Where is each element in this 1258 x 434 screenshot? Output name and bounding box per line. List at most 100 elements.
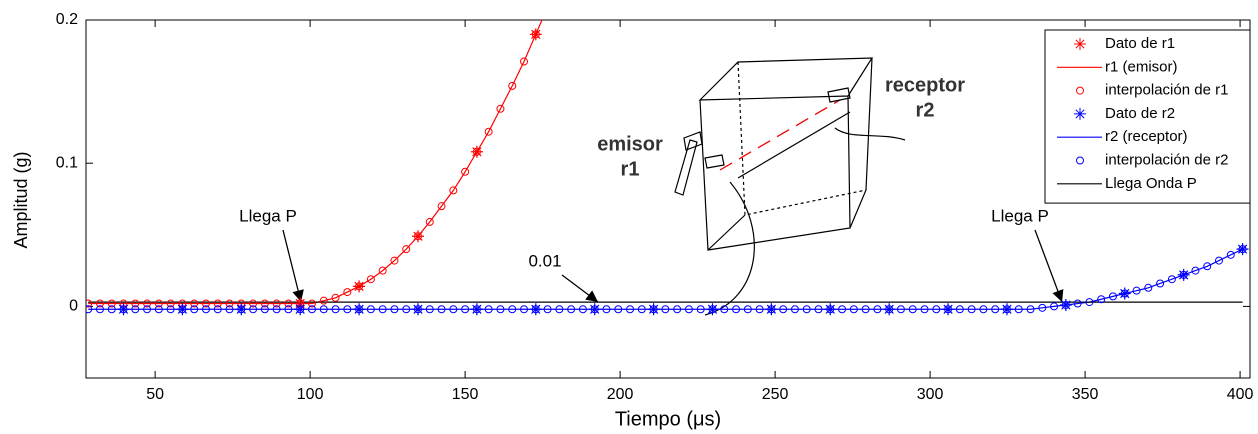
circle-marker bbox=[249, 299, 258, 308]
circle-marker bbox=[437, 305, 446, 314]
circle-marker bbox=[720, 305, 729, 314]
circle-marker bbox=[319, 305, 328, 314]
plot-area bbox=[86, 20, 1249, 316]
asterisk-marker bbox=[411, 230, 424, 243]
circle-marker bbox=[1026, 305, 1035, 314]
circle-marker bbox=[366, 275, 375, 284]
circle-marker bbox=[1167, 275, 1176, 284]
circle-marker bbox=[249, 305, 258, 314]
asterisk-marker bbox=[176, 303, 189, 316]
circle-marker bbox=[1191, 266, 1200, 275]
circle-marker bbox=[991, 305, 1000, 314]
circle-marker bbox=[908, 305, 917, 314]
circle-marker bbox=[461, 305, 470, 314]
circle-marker bbox=[378, 305, 387, 314]
x-axis-label: Tiempo (μs) bbox=[615, 408, 721, 430]
circle-marker bbox=[260, 305, 269, 314]
asterisk-marker bbox=[411, 303, 424, 316]
circle-marker bbox=[484, 127, 493, 136]
asterisk-marker bbox=[353, 303, 366, 316]
legend-label: r2 (receptor) bbox=[1105, 128, 1188, 145]
x-tick-label: 100 bbox=[297, 386, 324, 403]
circle-marker bbox=[896, 305, 905, 314]
y-axis-label: Amplitud (g) bbox=[11, 151, 31, 248]
legend: Dato de r1 r1 (emisor) interpolación de r1… bbox=[1044, 29, 1251, 204]
asterisk-marker bbox=[883, 303, 896, 316]
circle-marker bbox=[425, 217, 434, 226]
x-tick-label: 150 bbox=[452, 386, 479, 403]
legend-label: Dato de r1 bbox=[1105, 35, 1175, 52]
asterisk-marker bbox=[470, 303, 483, 316]
circle-marker bbox=[496, 104, 505, 113]
annotation-arrow bbox=[561, 274, 599, 303]
circle-marker bbox=[225, 305, 234, 314]
circle-marker bbox=[955, 305, 964, 314]
circle-marker bbox=[343, 288, 352, 297]
circle-marker bbox=[1038, 303, 1047, 312]
circle-marker bbox=[190, 305, 199, 314]
circle-marker bbox=[378, 266, 387, 275]
asterisk-marker bbox=[353, 280, 366, 293]
circle-marker bbox=[213, 305, 222, 314]
asterisk-marker bbox=[1118, 287, 1131, 300]
circle-marker bbox=[86, 305, 93, 314]
circle-marker bbox=[225, 299, 234, 308]
circle-marker bbox=[201, 299, 210, 308]
circle-marker bbox=[838, 305, 847, 314]
circle-marker bbox=[967, 305, 976, 314]
circle-marker bbox=[402, 305, 411, 314]
legend-box bbox=[1044, 29, 1251, 204]
y-tick-label: 0.2 bbox=[56, 11, 78, 28]
circle-marker bbox=[1108, 292, 1117, 301]
asterisk-marker bbox=[1059, 298, 1072, 311]
circle-marker bbox=[1132, 286, 1141, 295]
circle-marker bbox=[555, 305, 564, 314]
circle-marker bbox=[484, 305, 493, 314]
circle-marker bbox=[1097, 295, 1106, 304]
circle-marker bbox=[166, 305, 175, 314]
circle-marker bbox=[508, 81, 517, 90]
circle-marker bbox=[873, 305, 882, 314]
asterisk-marker bbox=[588, 303, 601, 316]
asterisk-marker bbox=[529, 28, 542, 41]
asterisk-marker bbox=[824, 303, 837, 316]
asterisk-marker bbox=[1236, 243, 1249, 256]
legend-circle bbox=[1076, 86, 1084, 95]
asterisk-marker bbox=[647, 303, 660, 316]
circle-marker bbox=[684, 305, 693, 314]
circle-marker bbox=[508, 305, 517, 314]
circle-marker bbox=[567, 305, 576, 314]
x-tick-label: 400 bbox=[1227, 386, 1254, 403]
circle-marker bbox=[578, 305, 587, 314]
asterisk-marker bbox=[529, 303, 542, 316]
circle-marker bbox=[166, 299, 175, 308]
annotation-arrow bbox=[1034, 229, 1064, 303]
circle-marker bbox=[402, 245, 411, 254]
series-line bbox=[88, 20, 543, 305]
circle-marker bbox=[1203, 262, 1212, 271]
asterisk-marker bbox=[235, 303, 248, 316]
circle-marker bbox=[1085, 298, 1094, 307]
circle-marker bbox=[496, 305, 505, 314]
circle-marker bbox=[849, 305, 858, 314]
circle-marker bbox=[143, 299, 152, 308]
circle-marker bbox=[1156, 279, 1165, 288]
y-tick-label: 0.1 bbox=[56, 154, 78, 171]
circle-marker bbox=[1144, 283, 1153, 292]
circle-marker bbox=[154, 299, 163, 308]
circle-marker bbox=[390, 305, 399, 314]
inset-label: emisor bbox=[597, 133, 663, 155]
legend-label: r1 (emisor) bbox=[1105, 58, 1178, 75]
legend-asterisk bbox=[1074, 38, 1086, 50]
circle-marker bbox=[307, 299, 316, 308]
circle-marker bbox=[602, 305, 611, 314]
legend-label: Llega Onda P bbox=[1105, 175, 1197, 192]
circle-marker bbox=[861, 305, 870, 314]
legend-label: interpolación de r2 bbox=[1105, 151, 1228, 168]
legend-label: Dato de r2 bbox=[1105, 105, 1175, 122]
circle-marker bbox=[201, 305, 210, 314]
circle-marker bbox=[107, 305, 116, 314]
circle-marker bbox=[979, 305, 988, 314]
circle-marker bbox=[449, 186, 458, 195]
circle-marker bbox=[331, 293, 340, 302]
